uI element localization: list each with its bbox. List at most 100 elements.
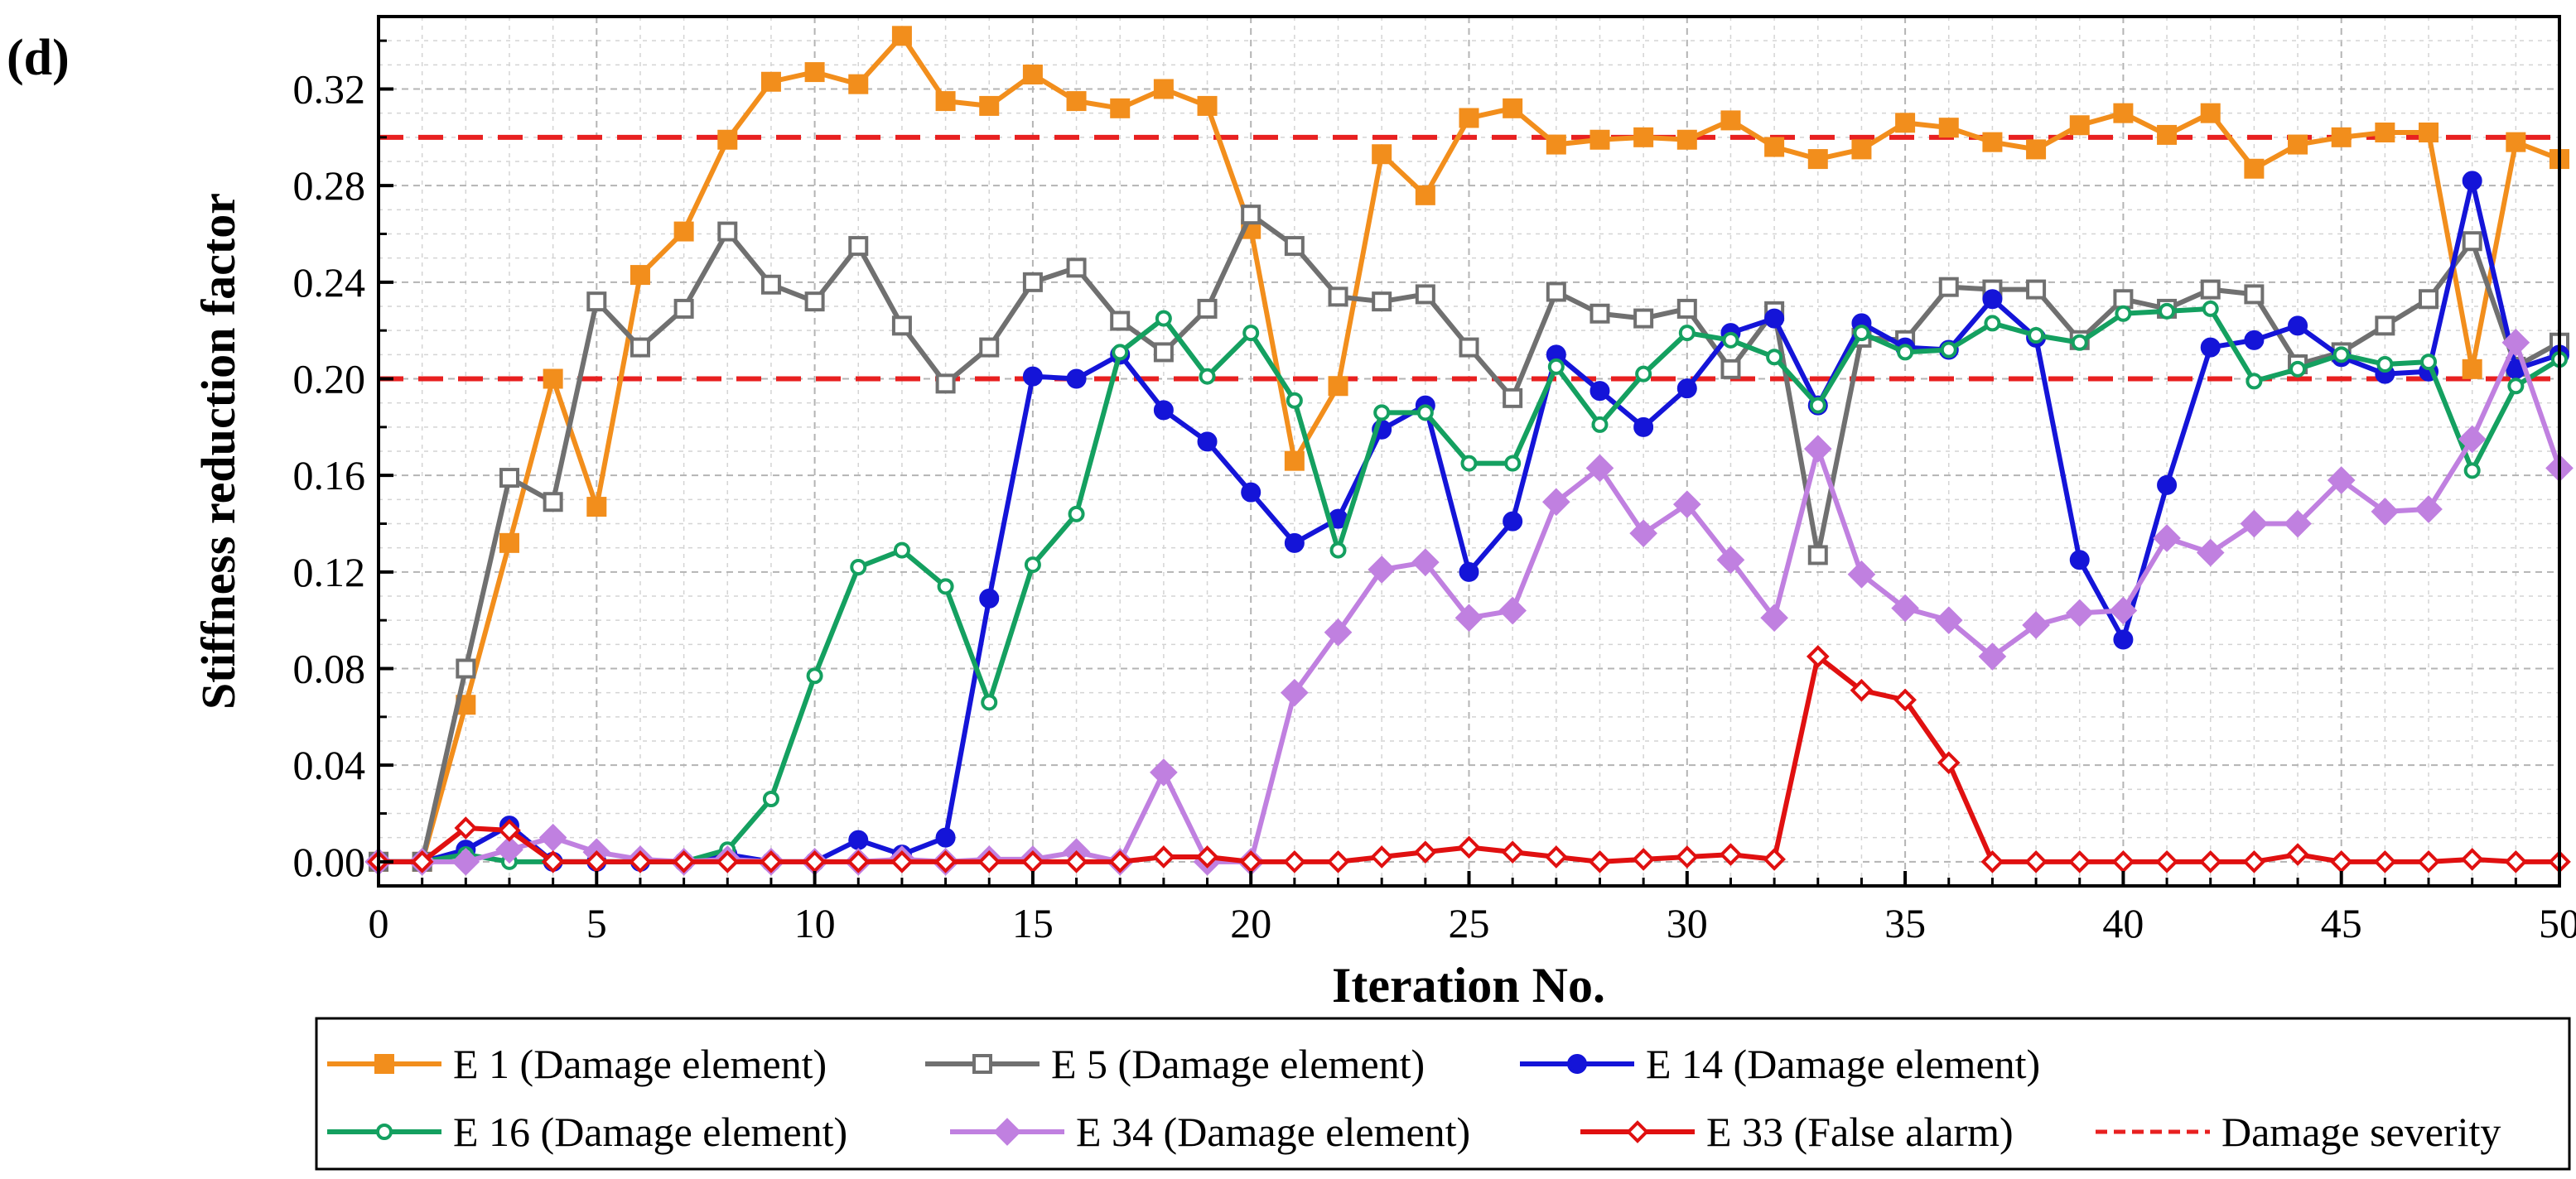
legend-item: E 14 (Damage element): [1520, 1041, 2040, 1087]
legend-item: E 33 (False alarm): [1580, 1109, 2014, 1155]
legend: E 1 (Damage element) E 5 (Damage element)…: [315, 1017, 2571, 1171]
data-point: [2242, 850, 2266, 873]
data-point: [2244, 158, 2265, 179]
data-point: [1984, 315, 2001, 332]
data-point: [2331, 127, 2352, 147]
data-point: [586, 291, 607, 312]
data-point: [451, 848, 480, 876]
data-point: [2022, 611, 2050, 639]
x-tick-label: 15: [1012, 900, 1054, 946]
data-point: [1978, 642, 2007, 671]
data-point: [804, 291, 825, 312]
data-point: [1414, 840, 1437, 864]
data-point: [1283, 850, 1306, 873]
legend-marker: [993, 1118, 1021, 1146]
data-point: [1546, 282, 1566, 302]
data-point: [1760, 604, 1788, 633]
data-point: [499, 532, 519, 553]
y-tick-label: 0.08: [293, 646, 366, 692]
data-point: [1588, 850, 1612, 873]
legend-label: E 1 (Damage element): [453, 1041, 827, 1087]
data-point: [717, 129, 738, 150]
data-point: [1457, 835, 1481, 859]
data-point: [1324, 618, 1353, 647]
data-point: [2026, 279, 2047, 300]
data-point: [1629, 519, 1657, 547]
data-point: [499, 468, 519, 488]
data-point: [979, 95, 1000, 116]
data-point: [760, 71, 781, 92]
data-point: [1372, 144, 1392, 165]
y-tick-label: 0.20: [293, 356, 366, 402]
data-point: [2113, 103, 2134, 123]
data-point: [586, 497, 607, 517]
data-point: [2417, 850, 2440, 873]
data-point: [1806, 645, 1830, 668]
data-point: [2069, 115, 2090, 136]
data-point: [1895, 113, 1916, 133]
data-point: [1589, 129, 1610, 150]
data-point: [2157, 474, 2178, 495]
data-point: [1152, 845, 1175, 869]
data-point: [979, 337, 1000, 358]
data-point: [1504, 455, 1522, 472]
data-point: [1809, 397, 1826, 414]
data-point: [1589, 303, 1610, 324]
data-point: [2327, 466, 2356, 494]
data-point: [1678, 325, 1696, 342]
data-point: [1850, 678, 1874, 702]
legend-box: [315, 1017, 2571, 1171]
x-tick-label: 45: [2321, 900, 2362, 946]
data-point: [2288, 315, 2308, 336]
panel-label: (d): [7, 30, 70, 86]
data-point: [1589, 381, 1610, 402]
data-point: [2157, 124, 2178, 145]
data-point: [1676, 298, 1697, 319]
data-point: [1373, 404, 1391, 421]
data-point: [2065, 599, 2094, 628]
data-point: [1241, 482, 1261, 503]
axes: 0 5 10 15 20 25 30 35 40 45 50 0.00 0.04 0.08 0.12 0.16…: [293, 39, 2576, 946]
data-point: [1411, 548, 1440, 576]
data-point: [1851, 139, 1872, 160]
data-point: [1982, 132, 2003, 152]
data-point: [1982, 289, 2003, 310]
data-point: [1585, 454, 1614, 483]
data-point: [848, 830, 869, 850]
data-point: [1368, 556, 1397, 584]
data-point: [672, 850, 696, 873]
damage-severity-lines: [379, 134, 2559, 382]
data-point: [2375, 315, 2395, 336]
data-point: [1239, 850, 1263, 873]
data-point: [1108, 850, 1132, 873]
x-tick-label: 0: [369, 900, 389, 946]
data-point: [1938, 118, 1959, 138]
data-point: [2113, 629, 2134, 650]
data-point: [935, 91, 956, 112]
data-point: [1940, 341, 1957, 359]
data-point: [2067, 850, 2091, 873]
grid: [378, 16, 2560, 887]
data-point: [410, 850, 434, 873]
data-point: [2329, 850, 2353, 873]
data-point: [1153, 79, 1174, 99]
data-point: [1807, 545, 1828, 565]
x-tick-label: 50: [2539, 900, 2576, 946]
data-point: [2200, 103, 2221, 123]
data-point: [630, 265, 650, 286]
data-point: [585, 850, 609, 873]
data-point: [2111, 850, 2135, 873]
data-point: [1893, 688, 1917, 712]
data-point: [979, 588, 1000, 609]
data-point: [1110, 98, 1131, 118]
data-point: [716, 850, 740, 873]
data-point: [1459, 561, 1479, 582]
data-point: [2371, 498, 2400, 526]
data-point: [1938, 277, 1959, 297]
data-point: [538, 823, 567, 852]
data-point: [1803, 435, 1832, 463]
data-point: [2113, 289, 2134, 310]
legend-marker: [972, 1054, 992, 1074]
data-point: [1197, 298, 1218, 319]
data-point: [495, 835, 523, 864]
